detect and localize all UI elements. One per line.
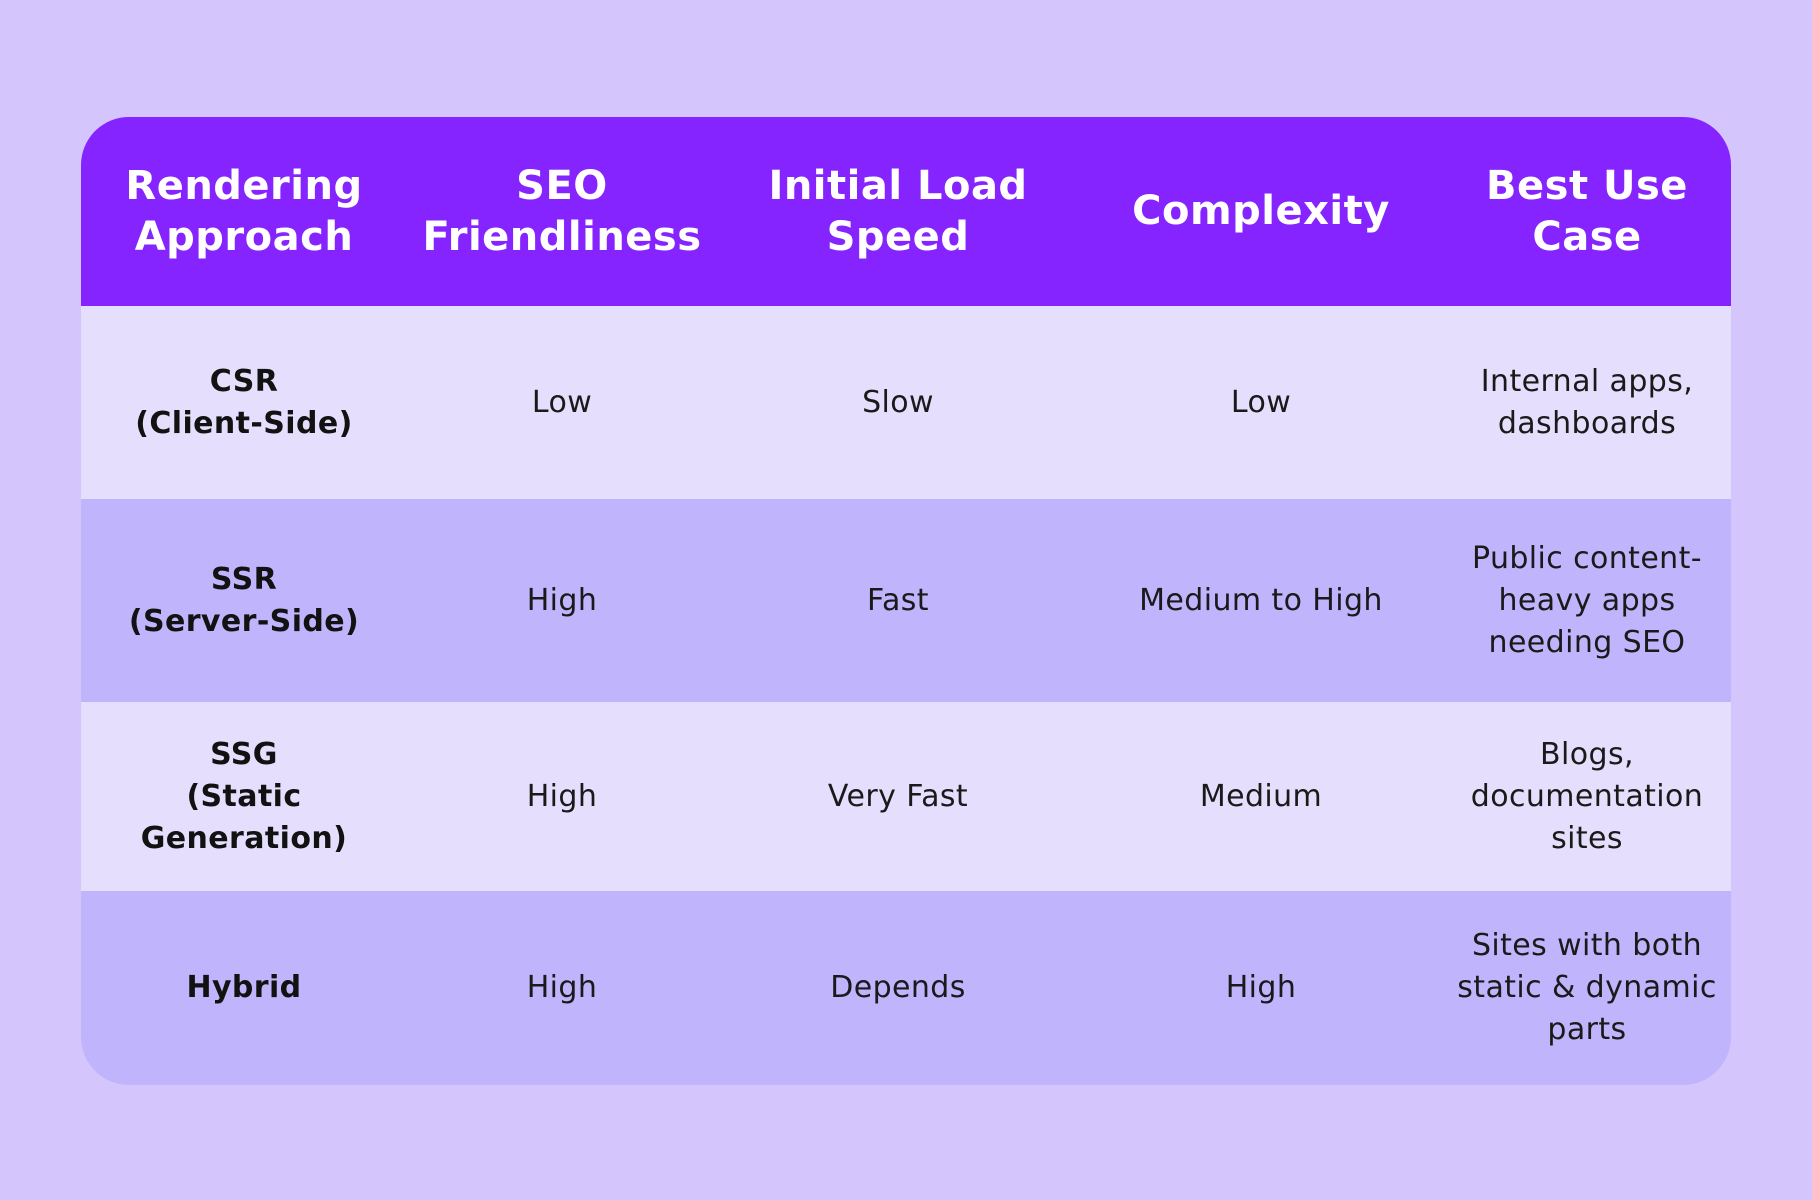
cell-use-case: Sites with both static & dynamic parts [1457,928,1717,1047]
cell-load-speed: Very Fast [827,778,969,814]
cell-seo: High [526,778,598,814]
table-header: Rendering Approach SEO Friendliness Init… [81,117,1731,306]
table-row: Hybrid High Depends High Sites with both… [81,891,1731,1085]
header-best-use-case: Best Use Case [1486,162,1688,260]
table-row: CSR (Client-Side) Low Slow Low Internal … [81,306,1731,499]
cell-complexity: Medium to High [1139,582,1383,618]
cell-complexity: High [1225,970,1297,1005]
cell-seo: Low [531,384,593,420]
header-seo-friendliness: SEO Friendliness [422,162,702,260]
header-initial-load-speed: Initial Load Speed [768,162,1028,260]
cell-seo: High [526,970,598,1005]
cell-load-speed: Slow [862,384,934,420]
header-complexity: Complexity [1132,188,1390,234]
cell-load-speed: Depends [830,970,966,1005]
cell-approach: Hybrid [186,970,302,1005]
cell-use-case: Public content- heavy apps needing SEO [1471,540,1702,660]
cell-load-speed: Fast [867,582,929,618]
header-rendering-approach: Rendering Approach [125,162,363,260]
cell-approach: CSR (Client-Side) [135,363,353,441]
cell-complexity: Medium [1199,778,1323,814]
cell-approach: SSR (Server-Side) [128,561,360,639]
table-row: SSR (Server-Side) High Fast Medium to Hi… [81,499,1731,702]
cell-use-case: Blogs, documentation sites [1470,736,1704,856]
cell-seo: High [526,582,598,618]
cell-use-case: Internal apps, dashboards [1480,363,1694,441]
cell-complexity: Low [1230,384,1292,420]
table-row: SSG (Static Generation) High Very Fast M… [81,702,1731,891]
comparison-table: Rendering Approach SEO Friendliness Init… [81,117,1731,1085]
cell-approach: SSG (Static Generation) [140,736,348,856]
